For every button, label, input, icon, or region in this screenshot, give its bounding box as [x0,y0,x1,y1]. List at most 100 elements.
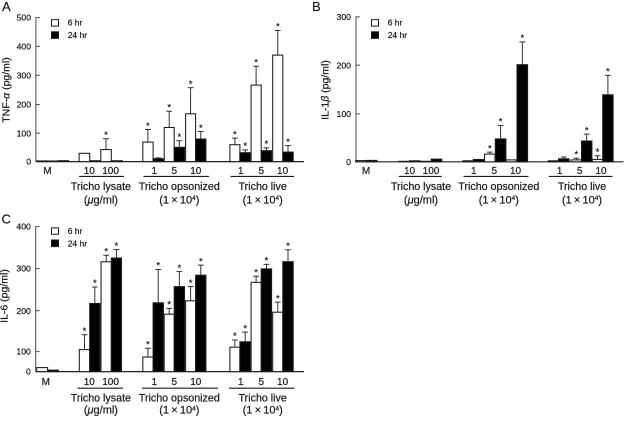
svg-text:300: 300 [16,264,31,274]
svg-text:300: 300 [337,12,352,22]
svg-text:Tricho lysate: Tricho lysate [71,181,131,193]
svg-text:*: * [286,137,290,148]
svg-text:10: 10 [510,166,522,177]
svg-text:Tricho opsonized: Tricho opsonized [458,181,539,193]
svg-text:M: M [42,377,50,388]
svg-text:100: 100 [423,166,440,177]
svg-text:*: * [488,143,492,154]
svg-text:1: 1 [238,377,244,388]
svg-text:*: * [156,261,160,272]
svg-text:(μg/ml): (μg/ml) [404,194,438,206]
svg-text:1: 1 [238,166,244,177]
svg-text:(1 × 104): (1 × 104) [479,194,519,206]
svg-text:24 hr: 24 hr [388,30,408,40]
svg-text:*: * [104,130,108,141]
svg-text:5: 5 [259,166,265,177]
svg-text:10: 10 [277,166,289,177]
svg-text:10: 10 [84,166,96,177]
svg-text:200: 200 [337,60,352,70]
svg-text:*: * [167,300,171,311]
svg-text:*: * [167,102,171,113]
svg-text:5: 5 [577,166,583,177]
svg-text:6 hr: 6 hr [68,18,83,28]
svg-text:Tricho opsonized: Tricho opsonized [139,392,220,404]
svg-text:*: * [199,256,203,267]
svg-text:6 hr: 6 hr [388,18,403,28]
svg-text:A: A [2,0,11,14]
svg-text:300: 300 [17,70,32,80]
svg-text:(1 × 104): (1 × 104) [562,194,602,206]
svg-text:(μg/ml): (μg/ml) [84,405,118,416]
svg-text:*: * [243,141,247,152]
svg-text:*: * [104,246,108,257]
svg-text:M: M [362,166,370,177]
svg-text:*: * [83,326,87,337]
svg-text:*: * [115,241,119,252]
svg-text:200: 200 [16,306,31,316]
svg-text:*: * [520,33,524,44]
svg-text:24 hr: 24 hr [68,238,88,248]
svg-text:*: * [233,331,237,342]
svg-text:100: 100 [16,347,31,357]
svg-text:6 hr: 6 hr [68,226,83,236]
svg-text:*: * [177,263,181,274]
svg-text:*: * [146,121,150,132]
svg-text:100: 100 [102,377,119,388]
svg-text:(μg/ml): (μg/ml) [84,194,118,206]
svg-text:*: * [243,323,247,334]
svg-text:Tricho lysate: Tricho lysate [391,181,451,193]
svg-text:Tricho lysate: Tricho lysate [71,392,131,404]
svg-text:1: 1 [152,377,158,388]
svg-text:1: 1 [557,166,563,177]
svg-text:*: * [189,79,193,90]
svg-text:B: B [312,0,321,14]
svg-text:0: 0 [26,157,31,167]
svg-text:(1 × 104): (1 × 104) [243,405,283,416]
svg-text:10: 10 [84,377,96,388]
svg-text:1: 1 [152,166,158,177]
svg-text:*: * [265,139,269,150]
svg-text:10: 10 [595,166,607,177]
svg-text:10: 10 [190,377,202,388]
svg-text:5: 5 [259,377,265,388]
svg-text:*: * [233,129,237,140]
svg-text:*: * [596,147,600,158]
svg-text:0: 0 [346,157,351,167]
svg-text:5: 5 [492,166,498,177]
svg-text:*: * [146,339,150,350]
svg-text:*: * [177,132,181,143]
svg-text:100: 100 [102,166,119,177]
svg-text:*: * [265,256,269,267]
svg-text:*: * [254,267,258,278]
svg-text:100: 100 [337,109,352,119]
svg-text:200: 200 [17,100,32,110]
svg-text:*: * [499,117,503,128]
svg-text:(1 × 104): (1 × 104) [159,194,199,206]
svg-text:IL-1β (pg/ml): IL-1β (pg/ml) [320,60,332,120]
svg-text:M: M [43,166,51,177]
svg-text:*: * [276,293,280,304]
svg-text:Tricho live: Tricho live [558,181,606,193]
svg-text:5: 5 [172,166,178,177]
svg-text:400: 400 [16,222,31,232]
svg-text:1: 1 [471,166,477,177]
svg-text:IL-6 (pg/ml): IL-6 (pg/ml) [0,269,11,323]
svg-text:Tricho live: Tricho live [239,181,287,193]
svg-text:0: 0 [26,367,31,377]
svg-text:*: * [199,123,203,134]
svg-text:TNF-α (pg/ml): TNF-α (pg/ml) [1,57,13,123]
svg-text:Tricho opsonized: Tricho opsonized [139,181,220,193]
svg-text:(1 × 104): (1 × 104) [243,194,283,206]
svg-text:*: * [276,22,280,33]
svg-text:400: 400 [17,41,32,51]
svg-text:*: * [286,241,290,252]
svg-text:*: * [189,278,193,289]
svg-text:C: C [2,212,11,227]
svg-text:5: 5 [172,377,178,388]
svg-text:10: 10 [277,377,289,388]
svg-text:100: 100 [17,128,32,138]
svg-text:500: 500 [17,13,32,23]
svg-text:*: * [574,149,578,160]
svg-text:10: 10 [404,166,416,177]
svg-text:(1 × 104): (1 × 104) [159,405,199,416]
